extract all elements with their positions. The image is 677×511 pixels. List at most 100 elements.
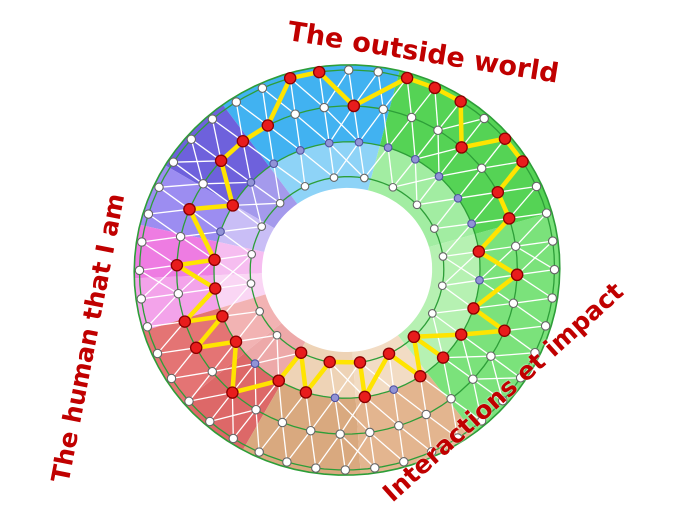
web-edge xyxy=(472,379,483,422)
web-edge xyxy=(315,433,341,469)
web-edge xyxy=(398,425,433,453)
sector-inner-band-blue xyxy=(269,141,380,204)
web-edge xyxy=(434,223,472,230)
web-edge xyxy=(434,87,439,131)
web-edge xyxy=(460,334,474,380)
network-node xyxy=(541,208,552,218)
network-node xyxy=(231,97,242,107)
web-edge xyxy=(457,167,483,199)
web-edge xyxy=(188,391,233,402)
web-edge xyxy=(393,389,400,426)
red-node xyxy=(299,386,313,399)
web-edge xyxy=(344,432,371,471)
network-node xyxy=(275,198,285,208)
network-node xyxy=(166,373,177,384)
web-edge xyxy=(364,396,400,427)
outer-boundary-ring xyxy=(133,64,561,476)
network-node xyxy=(467,219,476,229)
red-node xyxy=(455,141,468,154)
red-node xyxy=(472,245,486,258)
network-node xyxy=(340,465,351,475)
red-node xyxy=(226,199,240,212)
network-node xyxy=(433,125,443,136)
network-node xyxy=(388,182,398,192)
web-edge xyxy=(232,409,257,439)
red-node xyxy=(454,95,467,108)
web-edge xyxy=(328,105,355,144)
network-node xyxy=(205,416,215,427)
red-node xyxy=(454,328,468,341)
network-node xyxy=(142,322,153,332)
network-node xyxy=(154,182,164,193)
web-edge xyxy=(157,347,197,355)
web-edge xyxy=(398,425,405,462)
network-node xyxy=(207,114,218,124)
web-edge xyxy=(334,362,361,399)
web-edge xyxy=(411,87,436,118)
network-node xyxy=(250,359,260,368)
web-edge xyxy=(442,279,480,287)
network-node xyxy=(207,366,218,377)
network-node xyxy=(257,83,268,93)
sector-outer-band-tan-light xyxy=(355,372,475,475)
network-node xyxy=(184,396,194,407)
sector-outer-band-magenta xyxy=(134,224,218,279)
web-edge xyxy=(479,274,518,281)
network-node xyxy=(136,294,147,304)
network-node xyxy=(475,275,484,285)
network-node xyxy=(438,252,448,261)
web-edge xyxy=(406,77,413,118)
red-node xyxy=(498,132,512,145)
network-node xyxy=(453,193,463,203)
web-edge xyxy=(323,107,330,144)
web-edge xyxy=(516,274,553,299)
web-edge xyxy=(481,160,523,169)
web-edge xyxy=(255,409,260,453)
network-node xyxy=(497,395,508,406)
network-node xyxy=(247,249,257,259)
web-edge xyxy=(305,392,312,431)
web-edge xyxy=(281,422,288,463)
network-node xyxy=(216,227,225,236)
web-edge xyxy=(363,147,389,179)
network-node xyxy=(410,154,420,164)
web-edge xyxy=(471,217,510,225)
web-edge xyxy=(504,330,536,354)
network-node xyxy=(378,104,389,115)
web-edge xyxy=(369,431,405,463)
web-edge xyxy=(419,376,427,415)
red-node xyxy=(516,155,529,168)
web-edge xyxy=(473,302,514,310)
web-edge xyxy=(220,231,253,255)
web-edge xyxy=(513,302,546,327)
sector-inner-band-green-dark xyxy=(368,145,476,247)
network-node xyxy=(547,293,557,303)
web-edge xyxy=(416,176,440,206)
network-node xyxy=(549,264,560,275)
web-edge xyxy=(173,161,204,185)
web-edge xyxy=(212,118,244,142)
sector-outer-band-indigo xyxy=(165,104,270,205)
web-edge xyxy=(442,223,473,257)
web-edge xyxy=(387,147,394,188)
web-edge xyxy=(289,77,325,109)
network-node xyxy=(530,347,540,358)
sector-outer-band-green-dark xyxy=(379,70,552,234)
web-edge xyxy=(450,398,459,439)
web-edge xyxy=(211,118,222,161)
web-edge xyxy=(457,191,498,199)
network-node xyxy=(277,417,288,428)
network-node xyxy=(354,137,364,147)
network-node xyxy=(426,447,437,457)
red-node xyxy=(407,330,421,344)
web-edge xyxy=(267,125,275,164)
web-edge xyxy=(442,255,480,281)
web-edge xyxy=(508,186,537,219)
web-edge xyxy=(235,101,269,127)
web-edge xyxy=(148,208,190,215)
network-node xyxy=(175,231,186,242)
web-edge xyxy=(180,236,215,261)
web-edge xyxy=(432,307,474,315)
